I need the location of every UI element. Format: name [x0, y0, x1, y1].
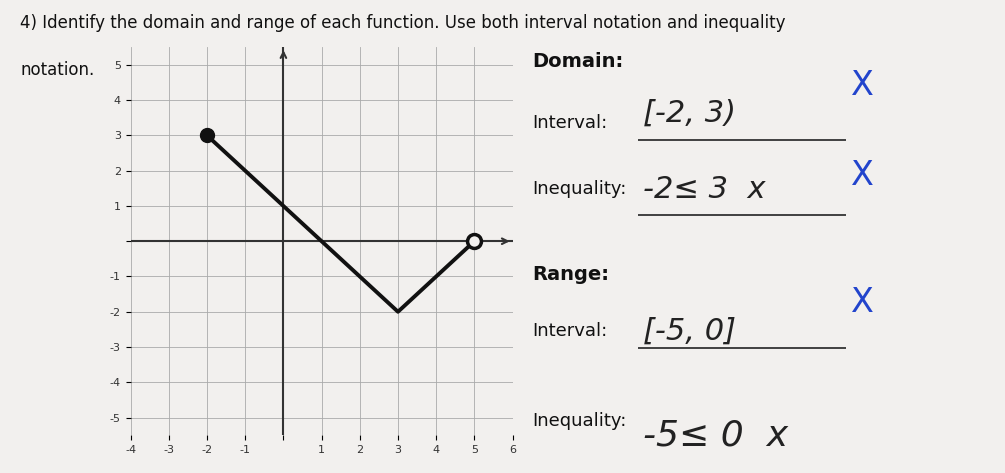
Text: notation.: notation. [20, 61, 94, 79]
Text: X: X [850, 69, 873, 102]
Text: Range:: Range: [533, 265, 609, 284]
Text: -5≤ 0  x: -5≤ 0 x [643, 418, 788, 452]
Text: 4) Identify the domain and range of each function. Use both interval notation an: 4) Identify the domain and range of each… [20, 14, 786, 32]
Text: [-2, 3): [-2, 3) [643, 99, 737, 128]
Text: -2≤ 3  x: -2≤ 3 x [643, 175, 766, 204]
Text: Domain:: Domain: [533, 52, 623, 71]
Text: X: X [850, 158, 873, 192]
Text: [-5, 0]: [-5, 0] [643, 316, 737, 346]
Text: Interval:: Interval: [533, 114, 607, 132]
Text: X: X [850, 286, 873, 319]
Text: Inequality:: Inequality: [533, 180, 627, 198]
Text: Inequality:: Inequality: [533, 412, 627, 430]
Text: Interval:: Interval: [533, 322, 607, 340]
